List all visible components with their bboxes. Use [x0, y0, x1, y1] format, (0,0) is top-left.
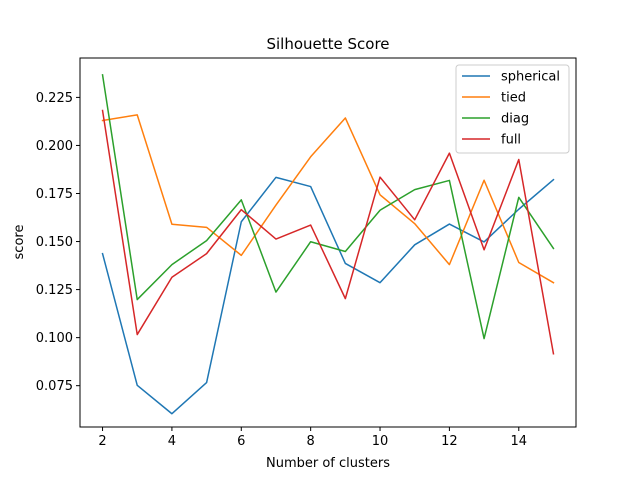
y-tick-label: 0.125 — [36, 283, 73, 298]
x-tick-label: 6 — [237, 434, 245, 449]
axes-frame — [79, 57, 577, 428]
y-axis: 0.075 0.100 0.125 0.150 0.175 0.200 0.225 — [36, 91, 80, 394]
x-tick-label: 12 — [441, 434, 458, 449]
x-tick-label: 2 — [98, 434, 106, 449]
legend-label-tied: tied — [501, 91, 526, 106]
legend-box — [455, 64, 570, 154]
legend-label-full: full — [501, 133, 521, 148]
series-line-spherical — [101, 176, 555, 415]
y-tick-label: 0.150 — [36, 235, 73, 250]
y-tick-label: 0.200 — [36, 139, 73, 154]
x-tick-label: 8 — [307, 434, 315, 449]
x-tick-label: 14 — [510, 434, 527, 449]
y-axis-label: score — [12, 225, 27, 260]
plot-lines — [101, 74, 555, 415]
chart-title: Silhouette Score — [266, 35, 389, 53]
legend-label-spherical: spherical — [501, 70, 560, 85]
y-tick-label: 0.075 — [36, 379, 73, 394]
series-line-diag — [101, 74, 555, 340]
y-tick-label: 0.225 — [36, 91, 73, 106]
legend-label-diag: diag — [501, 112, 529, 127]
legend: spherical tied diag full — [455, 64, 570, 154]
x-axis: 2 4 6 8 10 12 14 — [98, 427, 527, 449]
x-tick-label: 10 — [372, 434, 389, 449]
y-tick-label: 0.175 — [36, 187, 73, 202]
y-tick-label: 0.100 — [36, 331, 73, 346]
series-line-tied — [101, 114, 555, 284]
series-line-full — [101, 109, 555, 355]
x-tick-label: 4 — [168, 434, 176, 449]
x-axis-label: Number of clusters — [266, 456, 390, 471]
